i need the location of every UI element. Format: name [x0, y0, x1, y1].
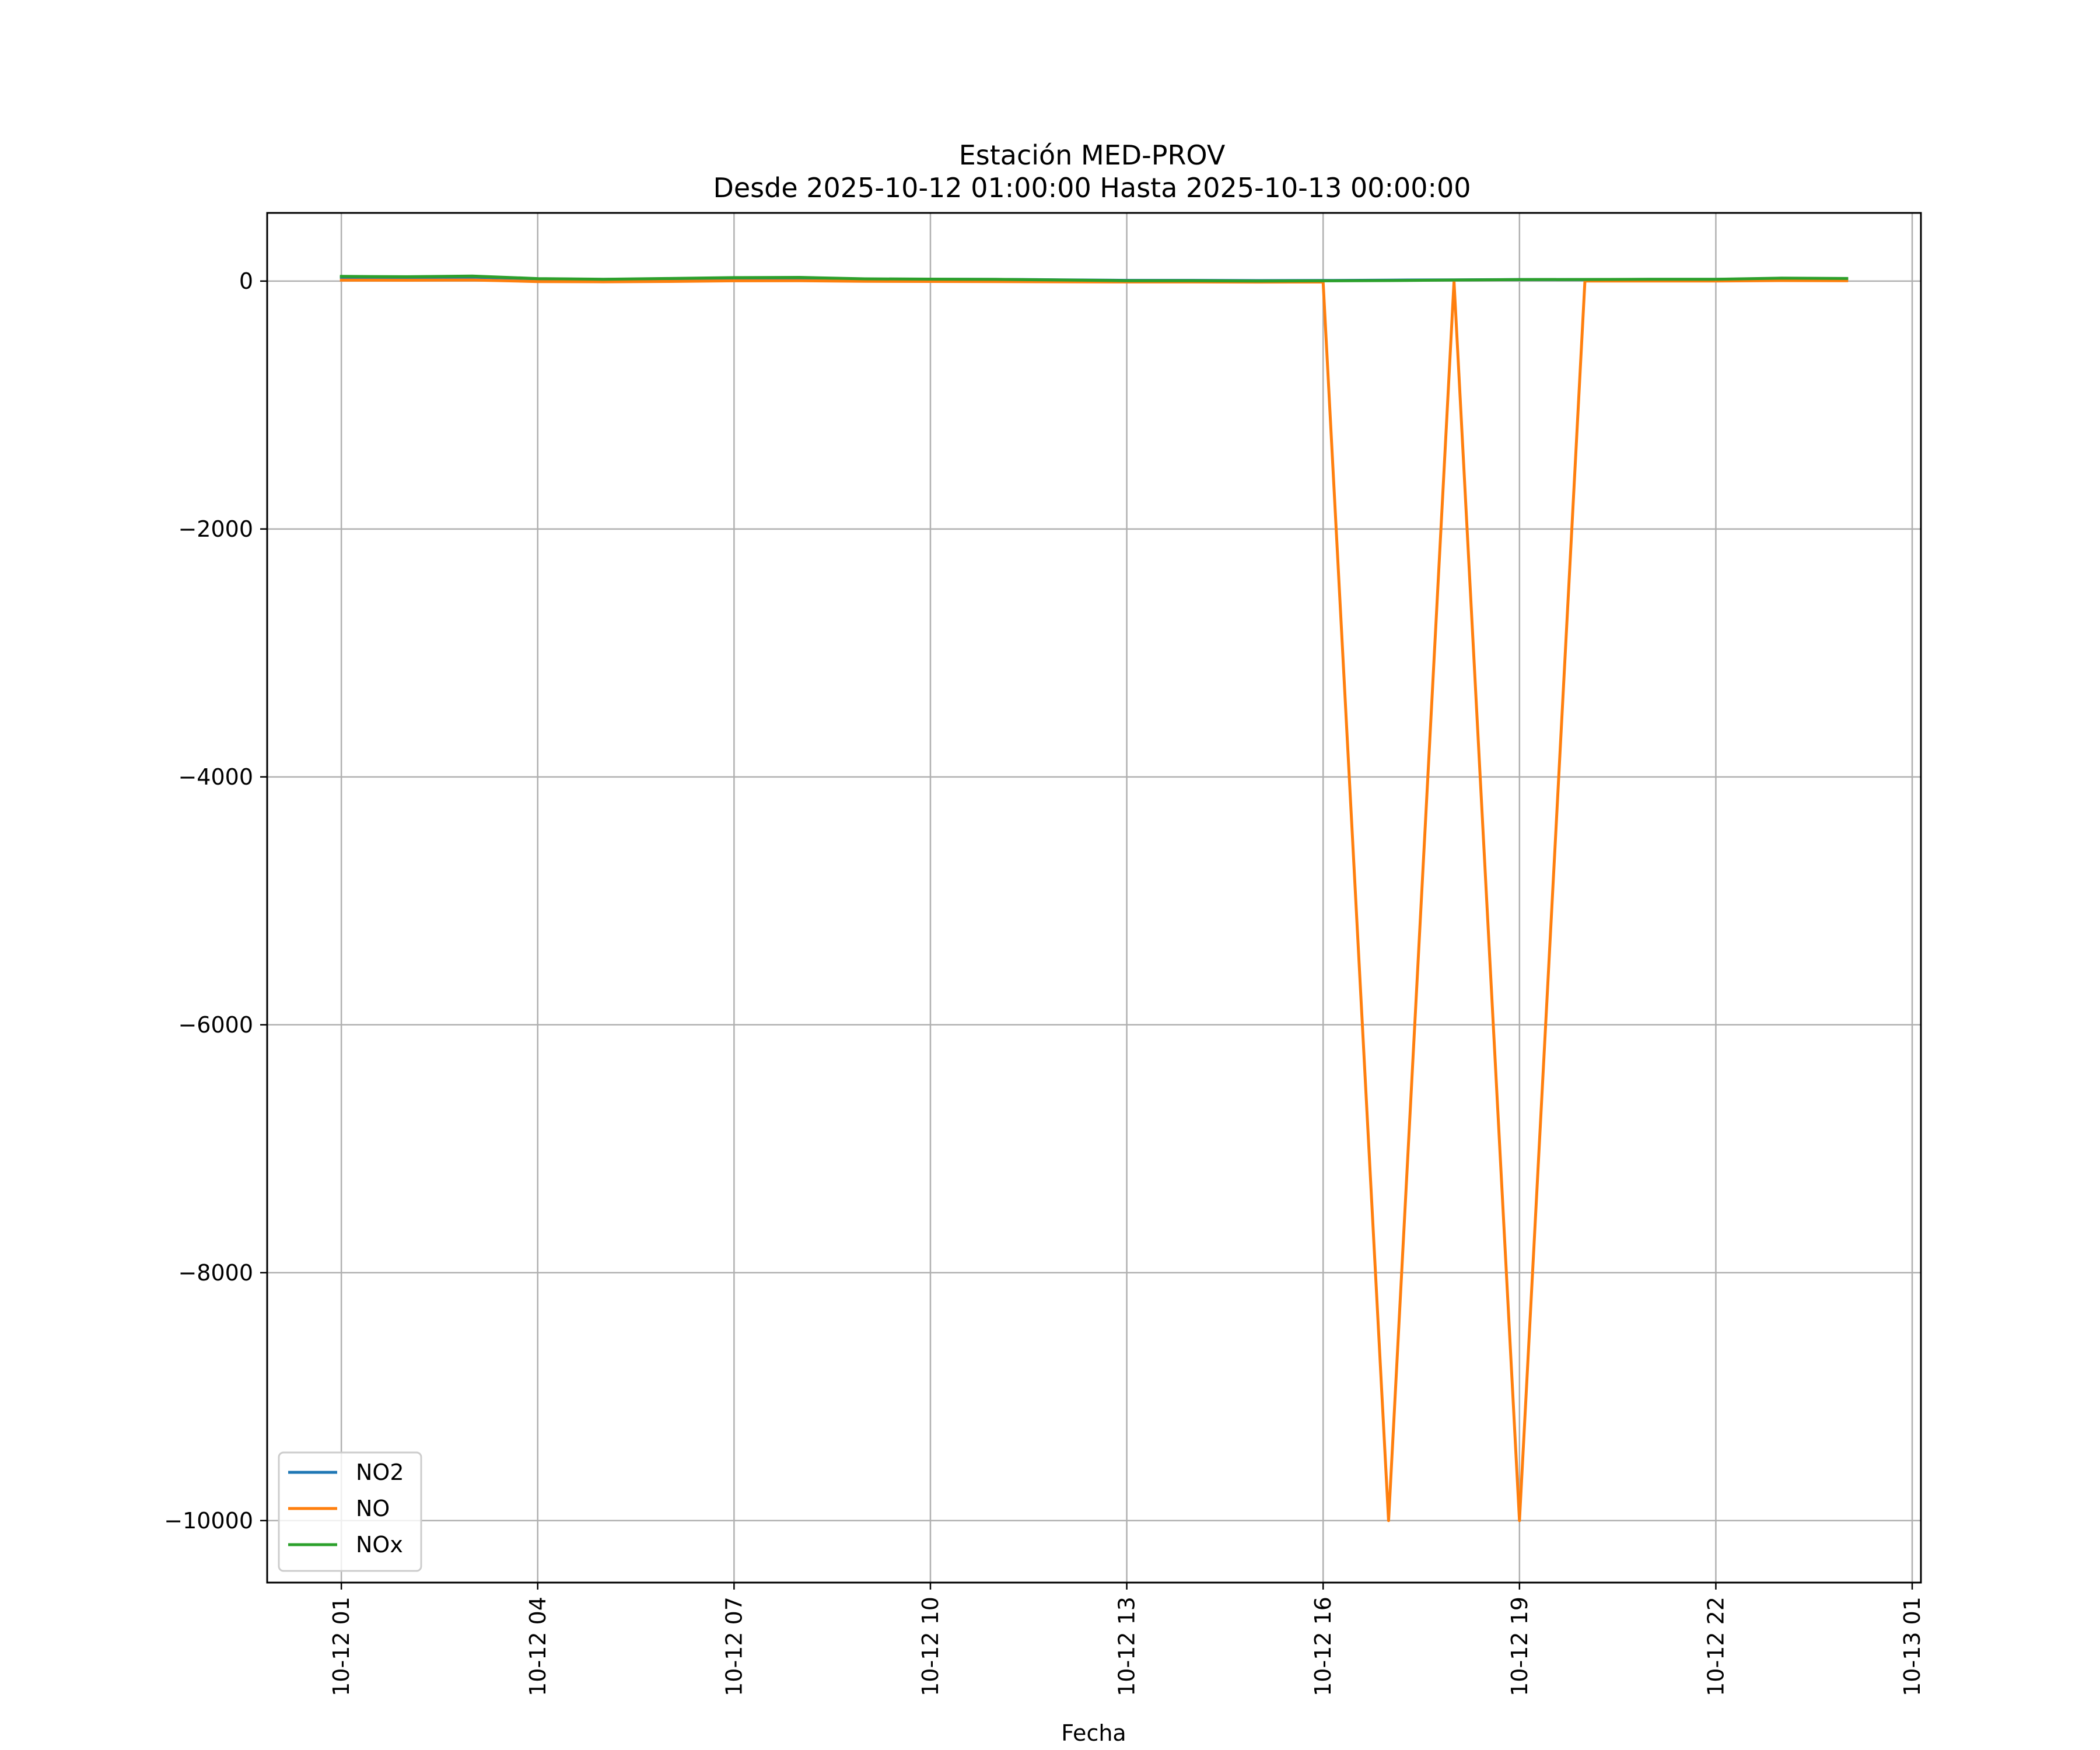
- x-tick-label: 10-12 01: [328, 1597, 354, 1696]
- y-tick-label: −2000: [178, 516, 253, 542]
- series-line-nox: [340, 274, 1849, 283]
- chart-title: Estación MED-PROV: [959, 139, 1226, 171]
- x-tick-label: 10-12 04: [525, 1597, 551, 1696]
- x-tick-label: 10-12 13: [1114, 1597, 1140, 1696]
- legend-label-no: NO: [356, 1496, 390, 1521]
- series-line-no: [340, 278, 1849, 1522]
- x-tick-label: 10-12 07: [721, 1597, 747, 1696]
- x-axis: 10-12 01 10-12 04 10-12 07 10-12 10 10-12 13…: [328, 1583, 1925, 1696]
- series-lines: [340, 274, 1849, 1522]
- y-tick-label: −8000: [178, 1260, 253, 1286]
- plot-area-frame: [266, 212, 1922, 1584]
- legend-box: [278, 1451, 422, 1572]
- x-tick-label: 10-12 10: [918, 1597, 943, 1696]
- chart-subtitle: Desde 2025-10-12 01:00:00 Hasta 2025-10-…: [713, 172, 1471, 204]
- legend-label-no2: NO2: [356, 1460, 404, 1485]
- y-tick-label: 0: [239, 268, 253, 294]
- y-axis: 0 −2000 −4000 −6000 −8000 −10000: [164, 268, 267, 1534]
- y-tick-label: −6000: [178, 1012, 253, 1038]
- y-tick-label: −10000: [164, 1508, 253, 1534]
- x-axis-label: Fecha: [1061, 1720, 1126, 1746]
- x-tick-label: 10-13 01: [1899, 1597, 1925, 1696]
- x-tick-label: 10-12 16: [1310, 1597, 1336, 1696]
- x-tick-label: 10-12 19: [1507, 1597, 1532, 1696]
- legend-label-nox: NOx: [356, 1532, 403, 1558]
- legend: NO2 NO NOx: [278, 1451, 422, 1572]
- x-tick-label: 10-12 22: [1703, 1597, 1728, 1696]
- y-tick-label: −4000: [178, 764, 253, 790]
